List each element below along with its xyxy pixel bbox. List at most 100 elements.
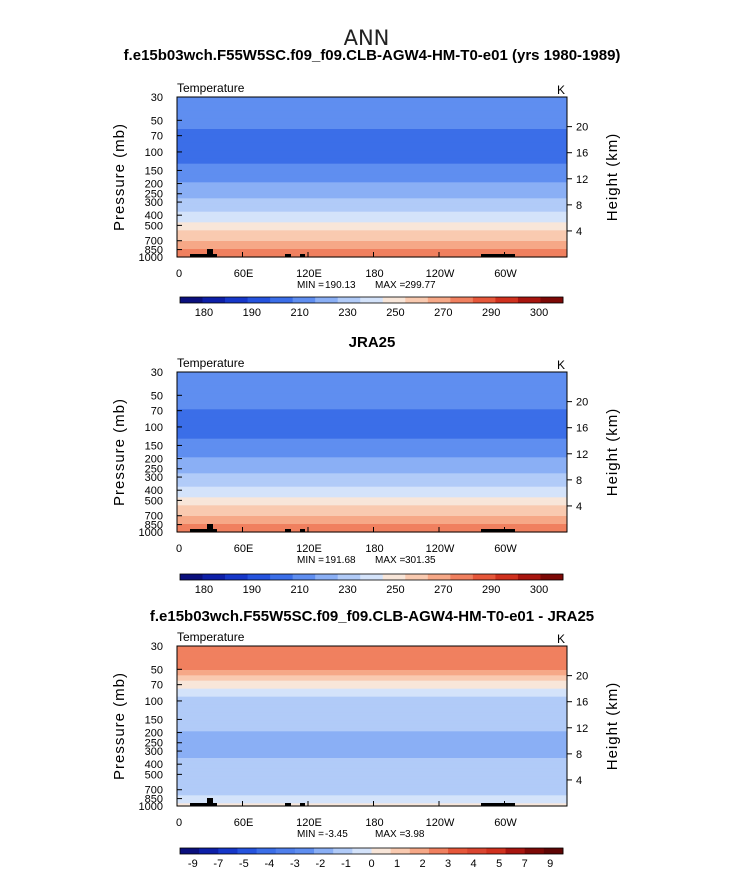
y-tick-label: 400 (145, 485, 163, 497)
field-band (177, 760, 567, 764)
field-band (177, 656, 567, 660)
min-label: MIN = (297, 280, 324, 291)
field-band (177, 454, 567, 458)
x-tick-label: 120W (426, 543, 455, 555)
field-band (177, 744, 567, 748)
field-band (177, 444, 567, 448)
colorbar-swatch (382, 574, 406, 580)
field-band (177, 513, 567, 517)
y-tick-label: 150 (145, 714, 163, 726)
colorbar-tick-label: 9 (547, 858, 553, 870)
y-tick-label: 400 (145, 210, 163, 222)
field-band (177, 707, 567, 711)
colorbar-swatch (237, 848, 257, 854)
x-tick-label: 180 (365, 268, 383, 280)
y-tick-label: 50 (151, 664, 163, 676)
field-band (177, 702, 567, 706)
field-band (177, 121, 567, 125)
field-band (177, 516, 567, 520)
field-band (177, 726, 567, 730)
field-band (177, 792, 567, 796)
y2-tick-label: 12 (576, 723, 588, 735)
field-band (177, 206, 567, 210)
field-band (177, 441, 567, 445)
colorbar-swatch (390, 848, 411, 854)
field-band (177, 768, 567, 772)
y-tick-label: 30 (151, 367, 163, 379)
colorbar-swatch (294, 848, 315, 854)
y-tick-label: 400 (145, 759, 163, 771)
terrain-mask (190, 803, 207, 806)
field-band (177, 372, 567, 376)
colorbar-tick-label: 300 (530, 584, 548, 596)
field-band (177, 704, 567, 708)
y-tick-label: 200 (145, 454, 163, 466)
field-band (177, 209, 567, 213)
field-band (177, 798, 567, 802)
y2-axis-title: Height (km) (604, 682, 621, 771)
y-tick-label: 200 (145, 728, 163, 740)
colorbar-swatch (524, 848, 545, 854)
colorbar-tick-label: 3 (445, 858, 451, 870)
field-band (177, 457, 567, 461)
colorbar-tick-label: 290 (482, 307, 500, 319)
field-band (177, 126, 567, 130)
y2-tick-label: 4 (576, 501, 582, 513)
field-band (177, 691, 567, 695)
field-band (177, 195, 567, 199)
field-band (177, 193, 567, 197)
colorbar-swatch (180, 848, 200, 854)
x-tick-label: 120W (426, 817, 455, 829)
field-band (177, 718, 567, 722)
colorbar-tick-label: 190 (243, 307, 261, 319)
colorbar-swatch (472, 574, 496, 580)
terrain-mask (300, 803, 305, 806)
terrain-mask (285, 529, 291, 532)
colorbar-tick-label: 4 (471, 858, 477, 870)
figure-title: ANN (344, 26, 390, 50)
y-tick-label: 200 (145, 179, 163, 191)
field-band (177, 99, 567, 103)
field-band (177, 736, 567, 740)
field-band (177, 179, 567, 183)
y2-tick-label: 20 (576, 122, 588, 134)
field-band (177, 182, 567, 186)
field-band (177, 388, 567, 392)
field-band (177, 97, 567, 101)
x-tick-label: 0 (176, 268, 182, 280)
x-tick-label: 60E (234, 817, 254, 829)
panel-1: f.e15b03wch.F55W5SC.f09_f09.CLB-AGW4-HM-… (111, 47, 621, 319)
colorbar-swatch (199, 848, 219, 854)
y2-tick-label: 16 (576, 423, 588, 435)
field-band (177, 790, 567, 794)
max-label: MAX = (375, 555, 405, 566)
panel-3: f.e15b03wch.F55W5SC.f09_f09.CLB-AGW4-HM-… (111, 608, 621, 870)
field-band (177, 492, 567, 496)
colorbar-swatch (256, 848, 277, 854)
units-label: K (557, 83, 565, 97)
colorbar-swatch (315, 297, 339, 303)
units-label: K (557, 632, 565, 646)
field-band (177, 150, 567, 154)
field-band (177, 134, 567, 138)
field-band (177, 374, 567, 378)
colorbar-swatch (467, 848, 487, 854)
field-band (177, 412, 567, 416)
y-tick-label: 50 (151, 115, 163, 127)
max-value: 301.35 (405, 555, 436, 566)
field-band (177, 452, 567, 456)
colorbar-swatch (292, 297, 316, 303)
field-band (177, 750, 567, 754)
y-tick-label: 70 (151, 680, 163, 692)
field-band (177, 468, 567, 472)
field-band (177, 171, 567, 175)
colorbar-tick-label: 0 (368, 858, 374, 870)
colorbar-swatch (371, 848, 392, 854)
y-tick-label: 500 (145, 220, 163, 232)
field-band (177, 235, 567, 239)
min-value: 190.13 (325, 280, 356, 291)
field-band (177, 680, 567, 684)
y-axis-title: Pressure (mb) (111, 123, 128, 231)
y-tick-label: 30 (151, 92, 163, 104)
